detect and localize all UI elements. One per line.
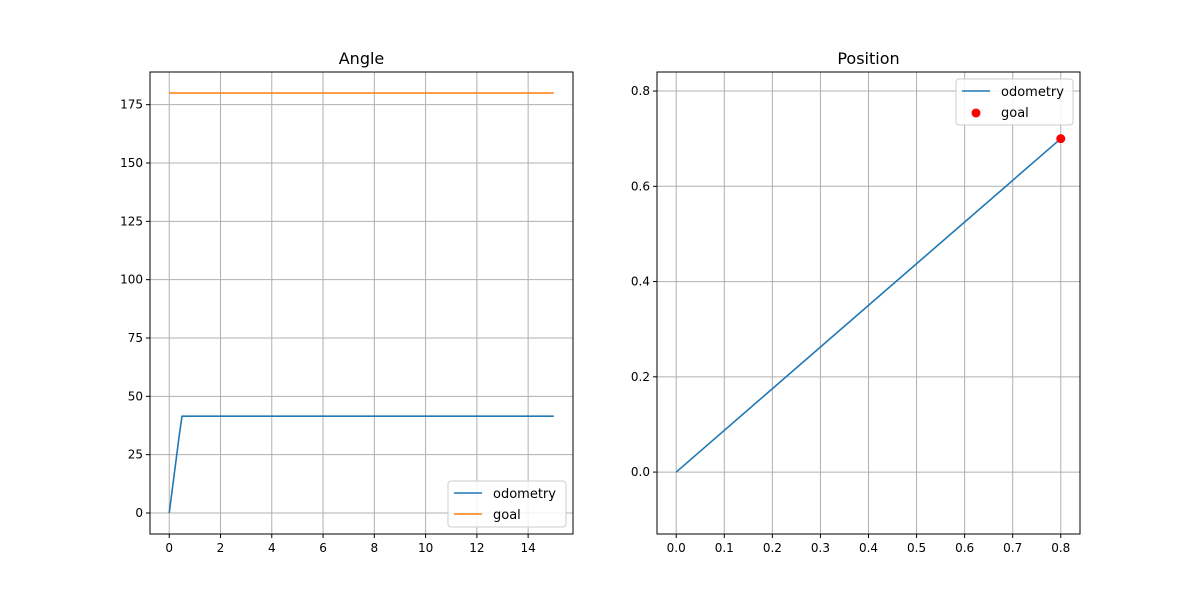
angle-legend-label-odometry: odometry	[493, 487, 556, 502]
position-y-tick-label: 0.0	[631, 465, 650, 479]
angle-y-tick-label: 50	[128, 389, 143, 403]
position-x-tick-label: 0.2	[763, 541, 782, 555]
angle-x-tick-label: 6	[319, 541, 327, 555]
angle-axes-frame	[149, 71, 574, 535]
position-x-tick-label: 0.5	[907, 541, 926, 555]
position-y-tick-label: 0.2	[631, 370, 650, 384]
angle-x-tick-label: 10	[418, 541, 433, 555]
angle-series	[168, 92, 554, 514]
angle-x-tick-label: 8	[370, 541, 378, 555]
position-legend-swatch-goal	[971, 108, 981, 118]
position-odometry-line	[675, 138, 1062, 473]
angle-subplot: 0 2 4 6 8 10 12 14 0 25 50 75 100 125 150 175 Angle od…	[120, 49, 574, 555]
angle-x-ticks: 0 2 4 6 8 10 12 14	[165, 534, 536, 555]
angle-x-tick-label: 12	[469, 541, 484, 555]
angle-y-tick-label: 75	[128, 331, 143, 345]
angle-y-tick-label: 0	[135, 506, 143, 520]
position-x-tick-label: 0.8	[1051, 541, 1070, 555]
position-x-tick-label: 0.3	[811, 541, 830, 555]
angle-y-tick-label: 150	[120, 156, 143, 170]
angle-x-tick-label: 2	[217, 541, 225, 555]
position-x-ticks: 0.0 0.1 0.2 0.3 0.4 0.5 0.6 0.7 0.8	[667, 534, 1070, 555]
position-legend-label-odometry: odometry	[1001, 85, 1064, 100]
angle-legend: odometry goal	[447, 480, 567, 528]
angle-y-tick-label: 100	[120, 273, 143, 287]
angle-odometry-line	[168, 415, 554, 514]
position-x-tick-label: 0.0	[667, 541, 686, 555]
position-x-tick-label: 0.1	[715, 541, 734, 555]
position-y-tick-label: 0.4	[631, 275, 650, 289]
angle-y-tick-label: 25	[128, 448, 143, 462]
position-x-tick-label: 0.4	[859, 541, 878, 555]
position-y-ticks: 0.0 0.2 0.4 0.6 0.8	[631, 84, 657, 479]
angle-x-tick-label: 0	[165, 541, 173, 555]
position-y-tick-label: 0.8	[631, 84, 650, 98]
angle-grid	[150, 72, 573, 534]
angle-legend-label-goal: goal	[493, 508, 521, 523]
angle-y-tick-label: 125	[120, 214, 143, 228]
position-x-tick-label: 0.6	[955, 541, 974, 555]
angle-x-tick-label: 14	[520, 541, 535, 555]
position-y-tick-label: 0.6	[631, 179, 650, 193]
angle-y-tick-label: 175	[120, 98, 143, 112]
angle-x-tick-label: 4	[268, 541, 276, 555]
position-legend-label-goal: goal	[1001, 106, 1029, 121]
angle-y-ticks: 0 25 50 75 100 125 150 175	[120, 98, 150, 520]
angle-title: Angle	[339, 49, 385, 68]
position-legend: odometry goal	[955, 78, 1074, 126]
position-subplot: 0.0 0.1 0.2 0.3 0.4 0.5 0.6 0.7 0.8 0.0 0.2 0.4 0.6…	[631, 49, 1081, 555]
position-grid	[657, 72, 1080, 534]
position-series	[675, 134, 1066, 473]
position-goal-point	[1056, 134, 1066, 144]
position-title: Position	[837, 49, 899, 68]
position-x-tick-label: 0.7	[1003, 541, 1022, 555]
